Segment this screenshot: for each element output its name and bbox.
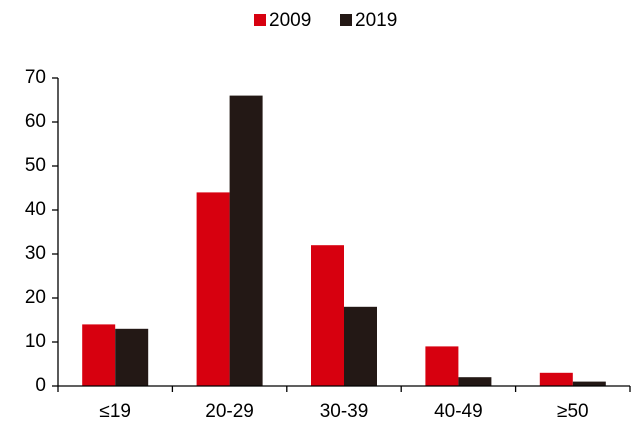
y-tick-label: 70 [25,67,46,88]
bar [196,192,230,386]
bar [572,381,606,386]
legend-label: 2019 [355,10,397,31]
bar [82,324,116,386]
bar [425,346,459,386]
bar [229,95,263,386]
x-tick-label: ≥50 [557,401,589,422]
x-tick-label: 40-49 [434,401,483,422]
bar [344,306,377,386]
y-tick-label: 50 [25,155,46,176]
x-tick-label: 20-29 [205,401,254,422]
y-tick-label: 30 [25,243,46,264]
y-tick-label: 0 [35,375,46,396]
bar [458,377,492,386]
x-tick-label: ≤19 [99,401,131,422]
bar [115,328,149,386]
legend-swatch [254,14,266,26]
bar [311,245,344,386]
legend-swatch [340,14,352,26]
x-tick-label: 30-39 [320,401,369,422]
y-tick-label: 10 [25,331,46,352]
legend-label: 2009 [269,10,311,31]
legend: 2009 2019 [254,10,397,31]
bar [539,372,573,386]
y-tick-label: 60 [25,111,46,132]
y-tick-label: 40 [25,199,46,220]
y-tick-label: 20 [25,287,46,308]
